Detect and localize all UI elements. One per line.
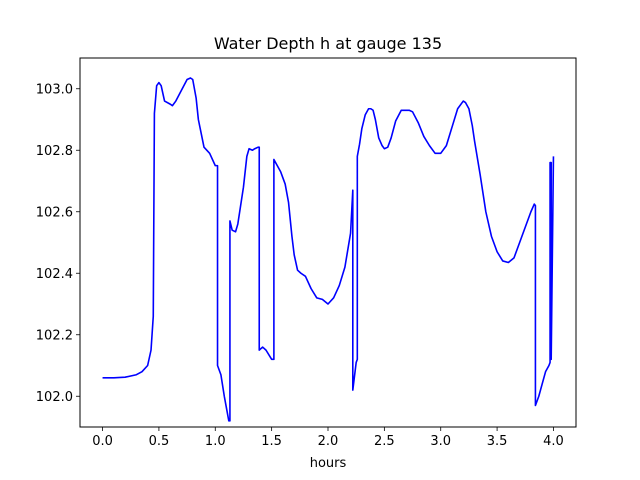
x-tick-label: 1.5 bbox=[261, 434, 282, 449]
y-tick-label: 102.4 bbox=[36, 267, 73, 282]
x-tick-label: 2.5 bbox=[374, 434, 395, 449]
series-line-1 bbox=[102, 77, 555, 422]
x-axis-label: hours bbox=[310, 456, 347, 471]
plot-area bbox=[102, 77, 555, 422]
x-tick-label: 4.0 bbox=[543, 434, 564, 449]
x-tick-label: 3.5 bbox=[487, 434, 508, 449]
x-tick-label: 2.0 bbox=[318, 434, 339, 449]
x-tick-label: 0.5 bbox=[149, 434, 170, 449]
x-axis: 0.0 0.5 1.0 1.5 2.0 2.5 3.0 3.5 4.0 bbox=[92, 427, 564, 449]
x-tick-label: 3.0 bbox=[430, 434, 451, 449]
y-tick-label: 103.0 bbox=[36, 82, 73, 97]
chart-title: Water Depth h at gauge 135 bbox=[214, 34, 442, 53]
y-axis: 102.0 102.2 102.4 102.6 102.8 103.0 bbox=[36, 82, 80, 405]
y-tick-label: 102.2 bbox=[36, 328, 73, 343]
y-tick-label: 102.6 bbox=[36, 205, 73, 220]
y-tick-label: 102.0 bbox=[36, 390, 73, 405]
y-tick-label: 102.8 bbox=[36, 144, 73, 159]
x-tick-label: 0.0 bbox=[92, 434, 113, 449]
x-tick-label: 1.0 bbox=[205, 434, 226, 449]
